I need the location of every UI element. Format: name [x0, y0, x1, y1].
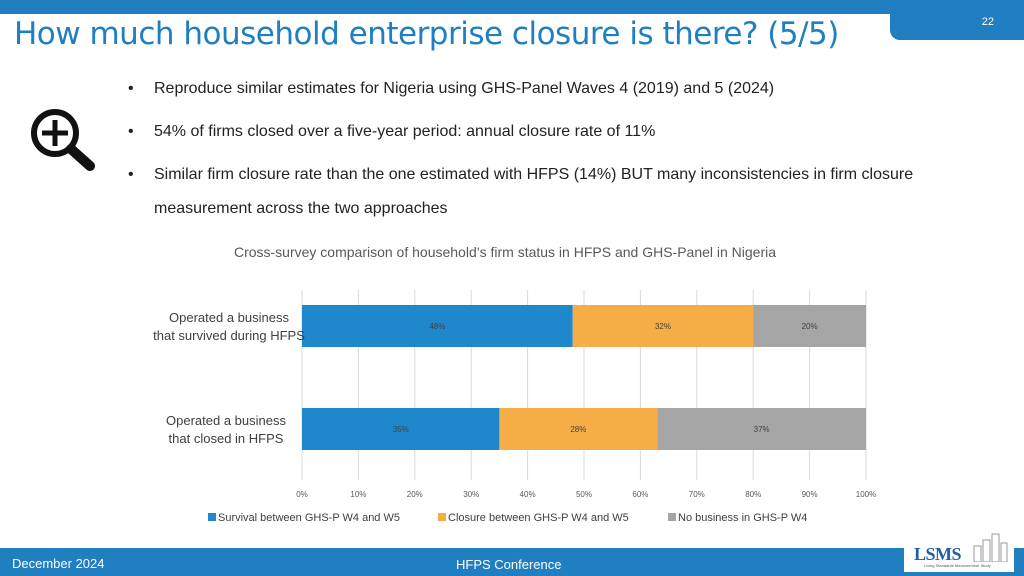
- logo-text: LSMS: [914, 544, 962, 564]
- legend-entry: No business in GHS-P W4: [678, 512, 807, 524]
- x-tick-label: 20%: [407, 490, 423, 499]
- x-tick-label: 10%: [350, 490, 366, 499]
- logo-subtitle: Living Standards Measurement Study: [924, 563, 991, 568]
- legend-swatch: [668, 513, 676, 521]
- category-label-line: Operated a business: [166, 413, 286, 428]
- slide-title: How much household enterprise closure is…: [14, 16, 839, 52]
- bar-segment: [657, 408, 866, 450]
- legend-swatch: [208, 513, 216, 521]
- page-number-tab: 22: [890, 0, 1024, 40]
- bullet-item: Reproduce similar estimates for Nigeria …: [128, 72, 1008, 106]
- bullet-list: Reproduce similar estimates for Nigeria …: [128, 72, 1008, 235]
- zoom-in-icon: [31, 109, 95, 171]
- x-tick-label: 40%: [520, 490, 536, 499]
- x-tick-label: 0%: [296, 490, 308, 499]
- footer-bar: [0, 548, 1024, 576]
- lsms-logo: LSMS Living Standards Measurement Study: [904, 530, 1014, 572]
- bar-segment: [302, 408, 500, 450]
- bar-segment: [753, 305, 866, 347]
- x-tick-label: 100%: [856, 490, 876, 499]
- footer-date: December 2024: [12, 556, 105, 571]
- page-number: 22: [981, 16, 994, 28]
- x-tick-label: 50%: [576, 490, 592, 499]
- x-tick-label: 80%: [745, 490, 761, 499]
- footer-event-name: HFPS Conference: [456, 557, 562, 572]
- category-label: Operated a business that survived during …: [153, 310, 305, 343]
- x-tick-label: 60%: [632, 490, 648, 499]
- stacked-bar-chart: Cross-survey comparison of household’s f…: [153, 244, 876, 524]
- category-label-line: that survived during HFPS: [153, 328, 305, 343]
- legend-entry: Closure between GHS-P W4 and W5: [448, 512, 629, 524]
- x-tick-label: 90%: [802, 490, 818, 499]
- data-label: 37%: [754, 425, 770, 434]
- x-tick-label: 70%: [689, 490, 705, 499]
- chart-title: Cross-survey comparison of household’s f…: [234, 244, 776, 260]
- category-label: Operated a business that closed in HFPS: [166, 413, 286, 446]
- legend-swatch: [438, 513, 446, 521]
- top-accent-bar: [0, 0, 1024, 14]
- bar-segment: [499, 408, 658, 450]
- bar-segment: [302, 305, 573, 347]
- x-tick-label: 30%: [463, 490, 479, 499]
- category-label-line: that closed in HFPS: [169, 431, 284, 446]
- data-label: 20%: [802, 322, 818, 331]
- legend-entry: Survival between GHS-P W4 and W5: [218, 512, 400, 524]
- data-label: 35%: [393, 425, 409, 434]
- data-label: 28%: [570, 425, 586, 434]
- bullet-item: Similar firm closure rate than the one e…: [128, 158, 1008, 226]
- data-label: 32%: [655, 322, 671, 331]
- data-label: 48%: [429, 322, 445, 331]
- building-icon: [973, 533, 1008, 562]
- bar-segment: [572, 305, 754, 347]
- bullet-item: 54% of firms closed over a five-year per…: [128, 115, 1008, 149]
- category-label-line: Operated a business: [169, 310, 289, 325]
